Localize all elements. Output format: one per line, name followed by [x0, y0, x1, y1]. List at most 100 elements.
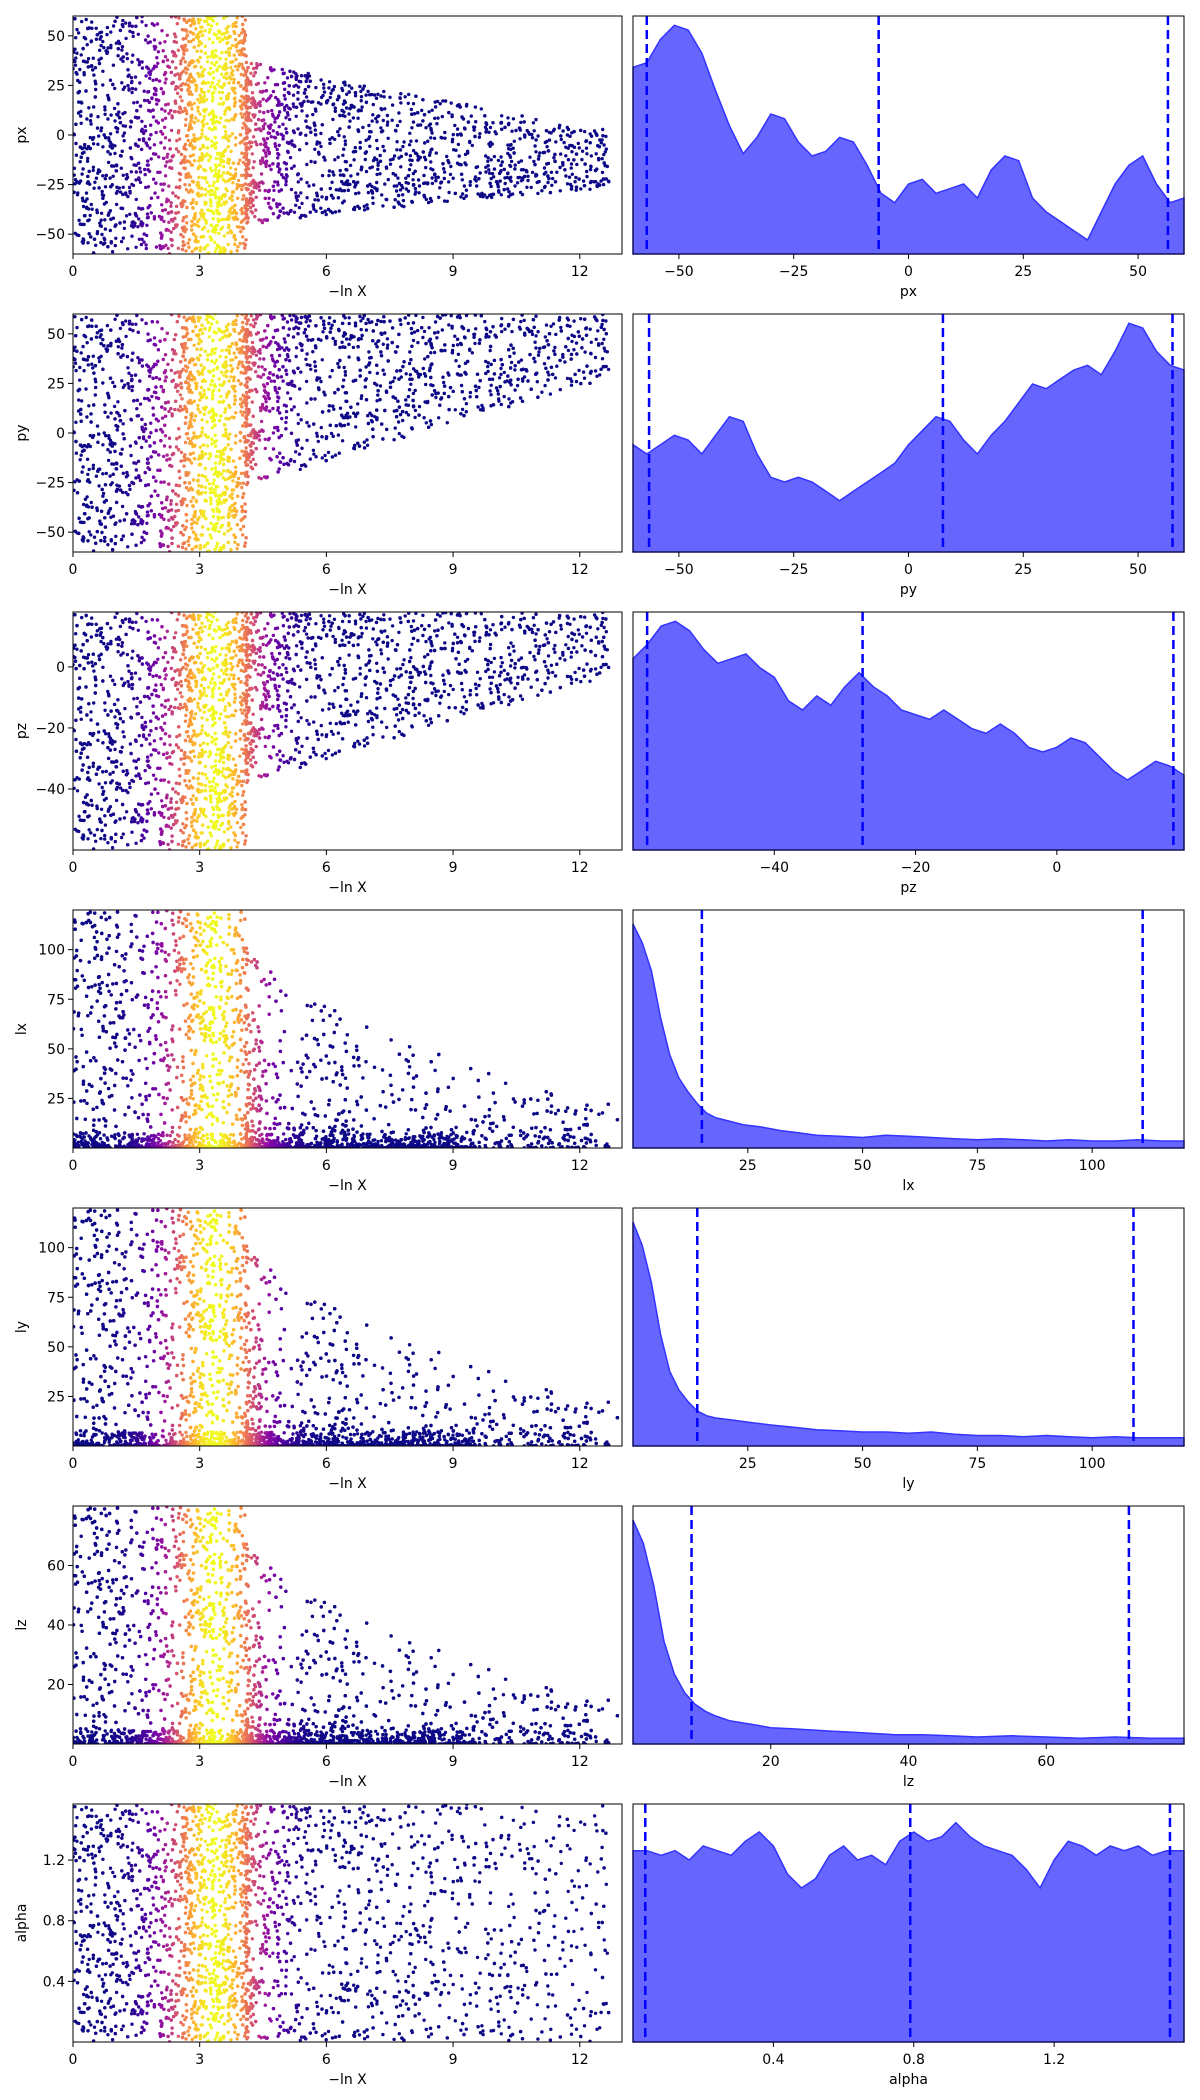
- trace-x-tick-label: 9: [449, 1754, 458, 1770]
- density-curve-py: [632, 322, 1185, 553]
- trace-x-tick-label: 3: [195, 264, 204, 280]
- trace-y-tick-label: −50: [35, 525, 65, 541]
- trace-y-tick-label: 75: [47, 992, 65, 1008]
- density-panel-alpha: 0.4 0.8 1.2 alpha: [632, 1803, 1185, 2088]
- trace-x-tick-label: 12: [571, 264, 589, 280]
- density-x-tick-label: 75: [968, 1158, 986, 1174]
- density-frame-lx: [632, 909, 1185, 1149]
- density-x-tick-label: 50: [1129, 562, 1147, 578]
- trace-y-tick-label: 50: [47, 29, 65, 45]
- trace-x-tick-label: 9: [449, 264, 458, 280]
- trace-frame-lz: [72, 1505, 623, 1745]
- density-x-axis-label: pz: [900, 880, 916, 896]
- density-curve-px: [632, 24, 1185, 255]
- trace-y-axis-label: lz: [14, 1619, 30, 1630]
- trace-y-axis-label: py: [14, 424, 30, 441]
- density-x-tick-label: 0: [1052, 860, 1061, 876]
- trace-x-axis-label: −ln X: [328, 284, 367, 300]
- trace-x-tick-label: 9: [449, 562, 458, 578]
- density-x-tick-label: 20: [762, 1754, 780, 1770]
- density-x-axis-label: px: [900, 284, 917, 300]
- trace-y-axis-label: px: [14, 126, 30, 143]
- trace-x-axis-label: −ln X: [328, 582, 367, 598]
- density-x-axis-label: alpha: [889, 2072, 928, 2088]
- trace-frame-alpha: [72, 1803, 623, 2043]
- trace-x-axis-label: −ln X: [328, 1476, 367, 1492]
- density-curve-pz: [632, 620, 1185, 851]
- trace-y-tick-label: 0.4: [43, 1974, 65, 1990]
- density-x-tick-label: −20: [901, 860, 931, 876]
- density-x-axis-label: lx: [902, 1178, 914, 1194]
- trace-y-tick-label: −25: [35, 178, 65, 194]
- trace-x-tick-label: 0: [69, 1754, 78, 1770]
- trace-points-lz: [73, 1506, 620, 1744]
- trace-points-lx: [73, 910, 620, 1148]
- trace-x-tick-label: 0: [69, 2052, 78, 2068]
- density-curve-lx: [632, 923, 1185, 1149]
- trace-x-tick-label: 0: [69, 1158, 78, 1174]
- density-panel-pz: −40 −20 0 pz: [632, 611, 1185, 896]
- trace-x-tick-label: 12: [571, 562, 589, 578]
- trace-y-tick-label: −40: [35, 782, 65, 798]
- density-curve-lz: [632, 1519, 1185, 1745]
- density-x-axis-label: lz: [903, 1774, 914, 1790]
- density-x-tick-label: 0: [904, 264, 913, 280]
- trace-x-axis-label: −ln X: [328, 1178, 367, 1194]
- trace-x-tick-label: 0: [69, 860, 78, 876]
- trace-y-tick-label: 50: [47, 1340, 65, 1356]
- density-frame-alpha: [632, 1803, 1185, 2043]
- trace-panel-px: 0 3 6 9 12 −ln X −50 −25 0 25 50 px: [14, 15, 623, 300]
- trace-y-axis-label: ly: [14, 1321, 30, 1333]
- density-x-tick-label: −40: [760, 860, 790, 876]
- trace-x-tick-label: 12: [571, 2052, 589, 2068]
- trace-y-tick-label: 0: [56, 426, 65, 442]
- trace-y-tick-label: 50: [47, 327, 65, 343]
- trace-x-tick-label: 3: [195, 1158, 204, 1174]
- trace-x-tick-label: 9: [449, 2052, 458, 2068]
- trace-x-tick-label: 3: [195, 2052, 204, 2068]
- density-frame-ly: [632, 1207, 1185, 1447]
- density-x-tick-label: 25: [739, 1158, 757, 1174]
- trace-frame-lx: [72, 909, 623, 1149]
- trace-panel-pz: 0 3 6 9 12 −ln X −40 −20 0 pz: [14, 611, 623, 896]
- density-x-tick-label: 100: [1079, 1158, 1106, 1174]
- density-x-tick-label: 50: [854, 1456, 872, 1472]
- density-x-tick-label: 75: [968, 1456, 986, 1472]
- trace-y-tick-label: 75: [47, 1290, 65, 1306]
- trace-y-tick-label: −50: [35, 227, 65, 243]
- density-x-tick-label: 0.4: [762, 2052, 784, 2068]
- trace-y-tick-label: 0: [56, 128, 65, 144]
- trace-y-tick-label: 25: [47, 78, 65, 94]
- trace-frame-ly: [72, 1207, 623, 1447]
- trace-x-tick-label: 6: [322, 2052, 331, 2068]
- trace-y-axis-label: pz: [14, 723, 30, 739]
- trace-x-tick-label: 6: [322, 1456, 331, 1472]
- trace-y-tick-label: 40: [47, 1618, 65, 1634]
- trace-y-tick-label: 25: [47, 1091, 65, 1107]
- density-panel-lx: 25 50 75 100 lx: [632, 909, 1185, 1194]
- trace-panel-lz: 0 3 6 9 12 −ln X 20 40 60 lz: [14, 1505, 623, 1790]
- density-panel-py: −50 −25 0 25 50 py: [632, 313, 1185, 598]
- density-x-tick-label: −50: [664, 562, 694, 578]
- trace-y-tick-label: 1.2: [43, 1853, 65, 1869]
- trace-y-axis-label: alpha: [14, 1904, 30, 1943]
- trace-panel-alpha: 0 3 6 9 12 −ln X 0.4 0.8 1.2 alpha: [14, 1803, 623, 2088]
- density-curve-alpha: [632, 1821, 1185, 2043]
- trace-x-tick-label: 6: [322, 562, 331, 578]
- trace-y-tick-label: 0: [56, 660, 65, 676]
- trace-y-tick-label: −25: [35, 476, 65, 492]
- trace-y-tick-label: 60: [47, 1559, 65, 1575]
- trace-y-tick-label: 100: [38, 943, 65, 959]
- trace-x-tick-label: 3: [195, 1456, 204, 1472]
- trace-x-tick-label: 12: [571, 1158, 589, 1174]
- trace-x-tick-label: 6: [322, 264, 331, 280]
- density-curve-ly: [632, 1221, 1185, 1447]
- trace-x-tick-label: 6: [322, 1158, 331, 1174]
- trace-frame-pz: [72, 611, 623, 851]
- trace-x-tick-label: 12: [571, 860, 589, 876]
- trace-points-px: [73, 16, 611, 254]
- trace-panel-lx: 0 3 6 9 12 −ln X 25 50 75 100 lx: [14, 909, 623, 1194]
- density-x-tick-label: 1.2: [1043, 2052, 1065, 2068]
- trace-points-alpha: [73, 1804, 611, 2042]
- trace-y-tick-label: 25: [47, 1389, 65, 1405]
